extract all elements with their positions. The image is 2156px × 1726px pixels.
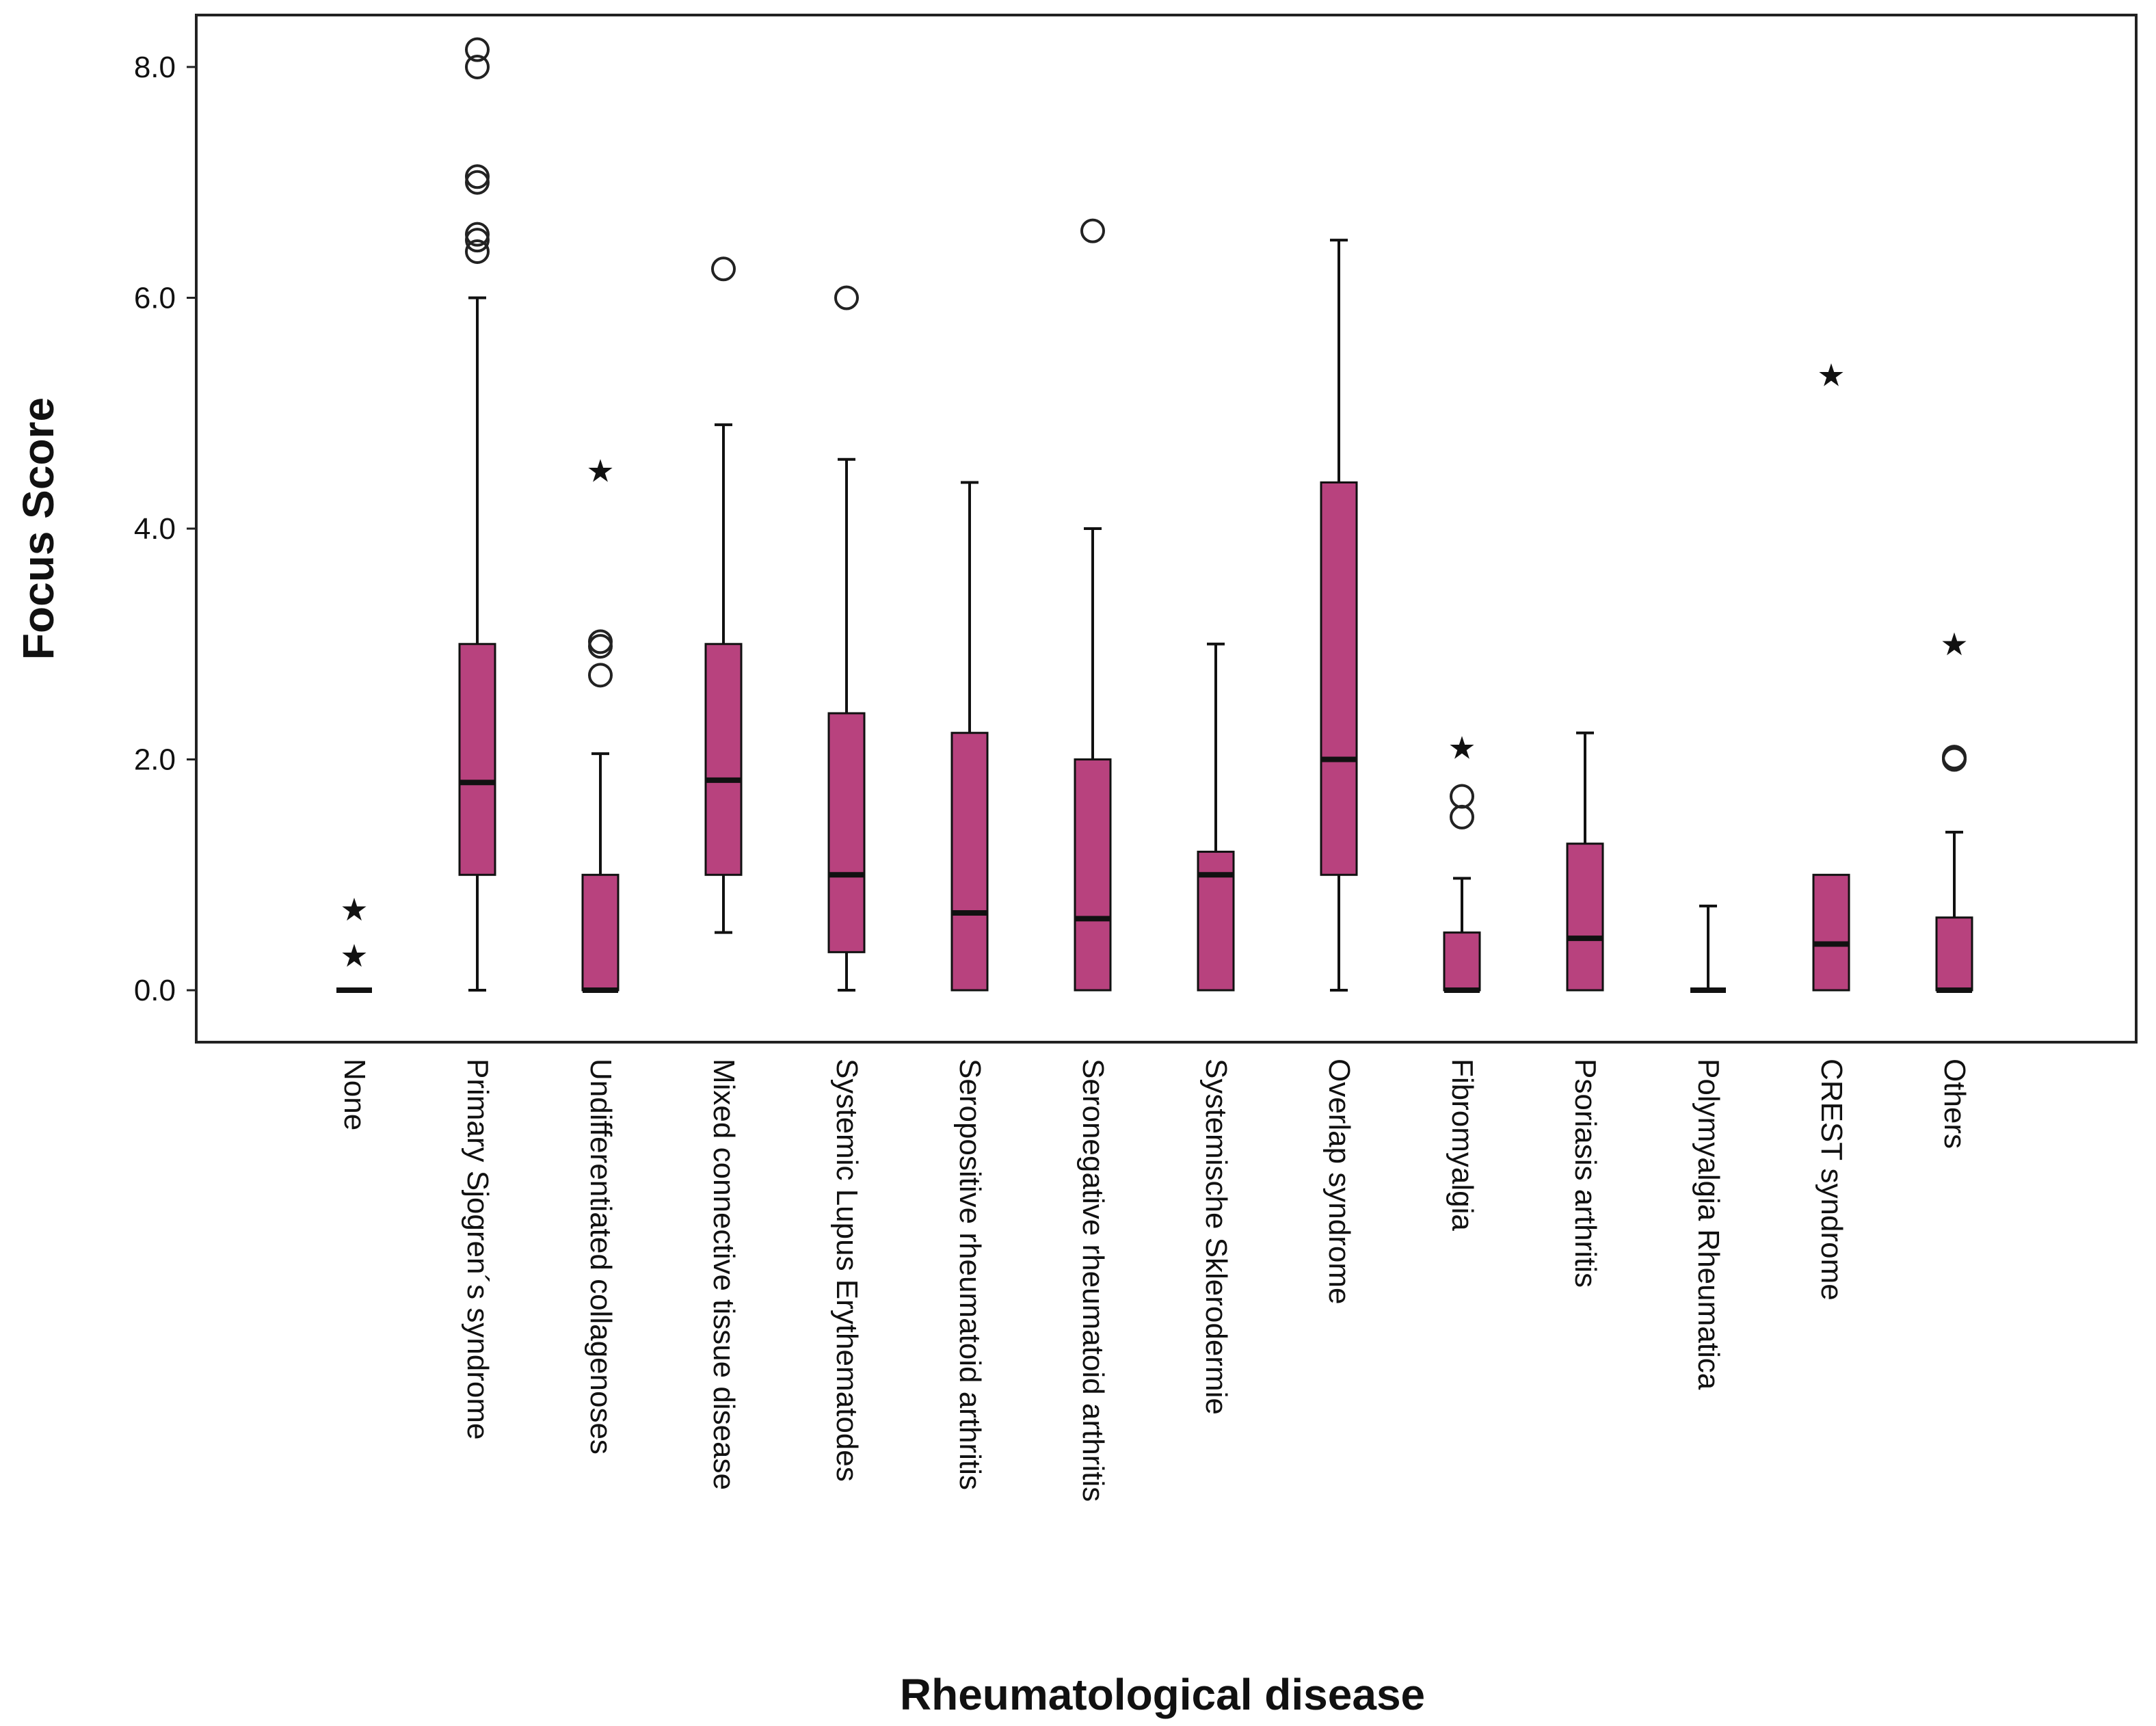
box [1935, 916, 1973, 992]
y-tick-label: 0.0 [134, 974, 176, 1007]
y-tick-label: 8.0 [134, 51, 176, 84]
outlier-point [465, 239, 490, 264]
x-category-label: Undifferentiated collagenoses [584, 1059, 617, 1455]
boxes-group: ★★★★★★ [336, 37, 1973, 994]
x-category-label: Primary Sjogren´s syndrome [461, 1059, 494, 1440]
box-group: ★ [1812, 357, 1850, 992]
x-category-label: CREST syndrome [1815, 1059, 1848, 1301]
box [1566, 842, 1604, 992]
box [704, 643, 743, 876]
x-category-label: Polymyalgia Rheumatica [1692, 1059, 1725, 1390]
outlier-point [1450, 804, 1474, 829]
outlier-point [465, 170, 490, 195]
extreme-point: ★ [1940, 626, 1968, 663]
outlier-point [834, 285, 859, 310]
box [458, 643, 496, 876]
x-category-label: Fibromyalgia [1446, 1059, 1479, 1231]
y-tick-label: 6.0 [134, 281, 176, 315]
x-category-label: Systemic Lupus Erythematodes [830, 1059, 864, 1482]
box-group [827, 285, 866, 992]
box-group [1197, 642, 1235, 992]
box-group [1074, 218, 1112, 992]
box-group: ★★ [336, 891, 372, 994]
extreme-point: ★ [340, 891, 368, 928]
outlier-point [465, 228, 490, 253]
box [1320, 481, 1358, 876]
outlier-point [1942, 745, 1967, 770]
box-group [704, 256, 743, 934]
x-category-label: Seropositive rheumatoid arthritis [953, 1059, 987, 1490]
extreme-point: ★ [1817, 357, 1845, 394]
x-category-label: None [338, 1059, 371, 1130]
x-category-label: Others [1938, 1059, 1971, 1149]
outlier-point [1450, 784, 1474, 809]
extreme-point: ★ [1448, 730, 1476, 767]
box [950, 732, 989, 992]
x-category-label: Overlap syndrome [1322, 1059, 1356, 1304]
box [1074, 758, 1112, 992]
outlier-point [465, 222, 490, 247]
outlier-point [588, 663, 613, 688]
y-axis: 0.0 2.0 4.0 6.0 8.0 [134, 51, 196, 1007]
outlier-point [465, 164, 490, 189]
box-group [1320, 239, 1358, 992]
x-axis-title: Rheumatological disease [900, 1670, 1425, 1719]
box-group [1566, 731, 1604, 992]
x-category-label: Mixed connective tissue disease [707, 1059, 741, 1490]
box [1443, 931, 1481, 992]
y-tick-label: 4.0 [134, 512, 176, 546]
x-category-label: Systemische Sklerodermie [1199, 1059, 1233, 1415]
box-group: ★ [1935, 626, 1973, 994]
box [827, 712, 866, 953]
extreme-point: ★ [340, 937, 368, 974]
box [581, 873, 620, 992]
outlier-point [465, 37, 490, 62]
box-group: ★ [1443, 730, 1481, 994]
outlier-point [588, 634, 613, 659]
box-group: ★ [581, 453, 620, 994]
box-group [458, 37, 496, 992]
box-group [1690, 904, 1726, 994]
extreme-point: ★ [586, 453, 614, 490]
box-group [950, 481, 989, 992]
outlier-point [711, 256, 736, 282]
box [1812, 873, 1850, 992]
outlier-point [1080, 218, 1105, 243]
y-tick-label: 2.0 [134, 743, 176, 777]
x-category-label: Seronegative rheumatoid arthritis [1076, 1059, 1110, 1502]
x-category-label: Psoriasis arthritis [1569, 1059, 1602, 1288]
outlier-point [465, 54, 490, 79]
x-axis-labels: None Primary Sjogren´s syndrome Undifferen… [338, 1059, 1971, 1502]
y-axis-title: Focus Score [14, 397, 63, 660]
